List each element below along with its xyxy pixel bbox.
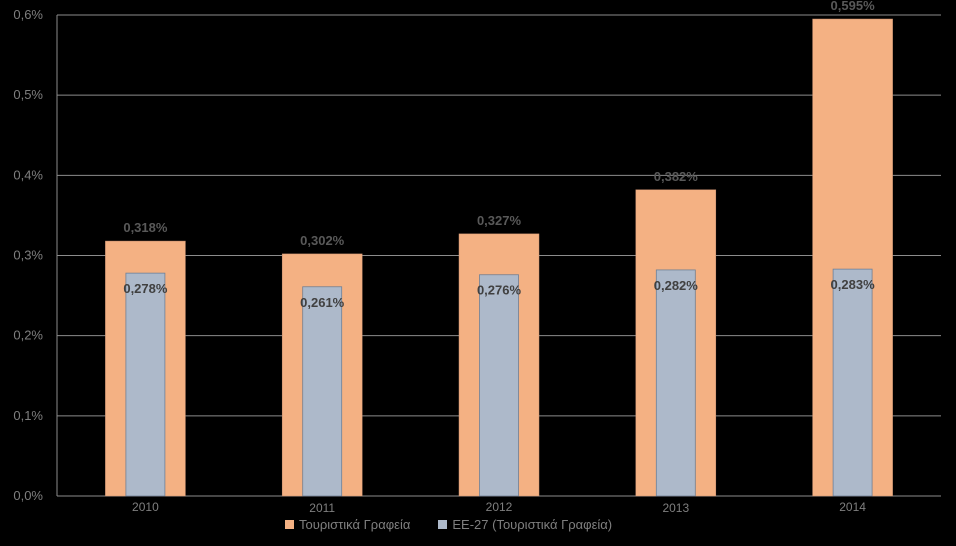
x-tick-label: 2010	[132, 500, 159, 514]
x-tick-label: 2013	[662, 501, 689, 515]
legend-label-series-2: ΕΕ-27 (Τουριστικά Γραφεία)	[452, 517, 613, 532]
x-tick-label: 2011	[309, 501, 335, 515]
legend-swatch-series-2	[438, 520, 448, 529]
data-label-series-2: 0,283%	[831, 277, 876, 292]
bar-series-2	[832, 268, 873, 497]
x-tick-label: 2014	[839, 500, 866, 514]
y-tick-label: 0,2%	[13, 328, 43, 343]
x-tick-label: 2012	[486, 500, 513, 514]
legend-item-series-1: Τουριστικά Γραφεία	[285, 517, 410, 532]
y-tick-label: 0,5%	[13, 87, 43, 102]
legend-item-series-2: ΕΕ-27 (Τουριστικά Γραφεία)	[438, 517, 612, 532]
bar-series-2	[125, 272, 166, 497]
y-tick-label: 0,3%	[13, 248, 43, 263]
data-label-series-2: 0,278%	[123, 281, 168, 296]
data-label-series-1: 0,595%	[831, 0, 876, 13]
data-label-series-1: 0,382%	[654, 169, 699, 184]
bar-series-2	[479, 274, 519, 497]
bar-series-2	[302, 286, 343, 497]
data-label-series-1: 0,327%	[477, 213, 522, 228]
y-tick-label: 0,6%	[13, 7, 43, 22]
y-tick-label: 0,4%	[13, 167, 43, 182]
data-label-series-2: 0,282%	[654, 278, 699, 293]
legend: Τουριστικά Γραφεία ΕΕ-27 (Τουριστικά Γρα…	[285, 517, 612, 532]
bar-series-2	[655, 269, 696, 497]
data-label-series-1: 0,302%	[300, 233, 345, 248]
legend-swatch-series-1	[285, 520, 294, 529]
data-label-series-1: 0,318%	[123, 220, 168, 235]
data-label-series-2: 0,276%	[477, 283, 522, 298]
y-tick-label: 0,1%	[13, 408, 43, 423]
y-tick-label: 0,0%	[13, 488, 43, 503]
data-label-series-2: 0,261%	[300, 295, 345, 310]
legend-label-series-1: Τουριστικά Γραφεία	[299, 517, 411, 532]
